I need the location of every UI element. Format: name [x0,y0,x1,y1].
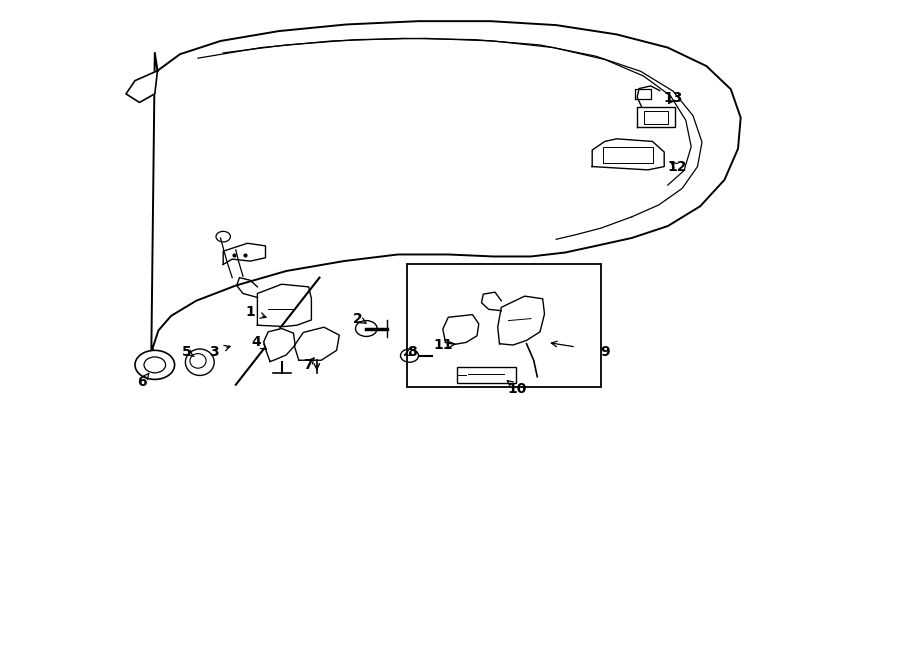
Text: 5: 5 [183,344,192,359]
Polygon shape [498,296,544,345]
Polygon shape [151,21,741,364]
Ellipse shape [185,349,214,375]
Text: 12: 12 [667,159,687,174]
Text: 10: 10 [508,381,527,396]
Bar [457,367,516,383]
Text: 3: 3 [210,344,219,359]
Text: 4: 4 [252,335,261,350]
Text: 6: 6 [138,375,147,389]
Text: 9: 9 [600,344,609,359]
Polygon shape [264,329,295,362]
Polygon shape [443,315,479,344]
Bar [407,264,601,387]
Circle shape [135,350,175,379]
Text: 1: 1 [246,305,255,319]
Text: 2: 2 [354,311,363,326]
Polygon shape [592,139,664,170]
Polygon shape [257,284,311,327]
Text: 8: 8 [408,344,417,359]
Polygon shape [126,71,158,102]
Text: 11: 11 [433,338,453,352]
Polygon shape [223,243,266,264]
Polygon shape [637,107,675,127]
Text: 7: 7 [303,358,312,372]
Text: 13: 13 [663,91,683,105]
Polygon shape [294,327,339,360]
